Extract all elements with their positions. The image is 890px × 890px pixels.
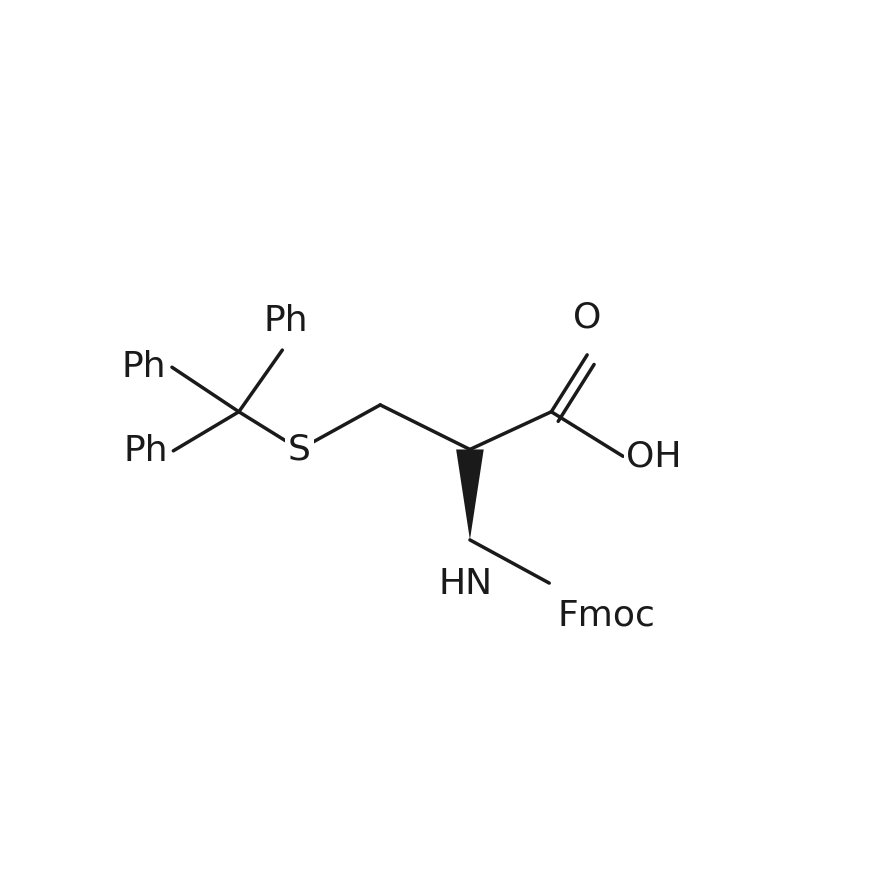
Polygon shape — [457, 449, 484, 540]
Text: Ph: Ph — [123, 433, 168, 468]
Text: S: S — [288, 433, 311, 466]
Text: Ph: Ph — [263, 303, 308, 337]
Text: OH: OH — [627, 440, 682, 473]
Text: O: O — [573, 300, 602, 335]
Text: Fmoc: Fmoc — [557, 598, 655, 632]
Text: Ph: Ph — [122, 350, 166, 384]
Text: HN: HN — [439, 567, 493, 602]
